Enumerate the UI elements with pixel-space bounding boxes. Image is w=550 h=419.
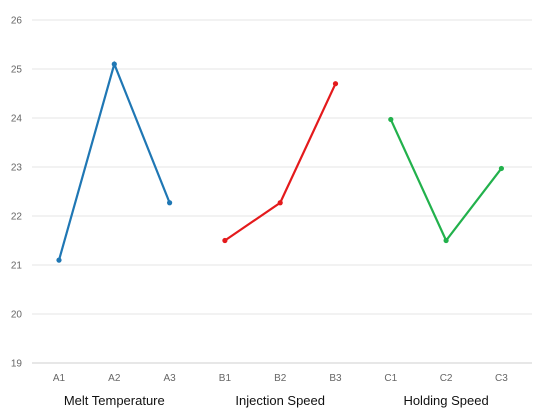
y-tick-label: 20 — [11, 310, 23, 321]
x-tick-label: C3 — [495, 373, 508, 384]
series-line — [224, 83, 337, 242]
data-point — [222, 237, 228, 244]
series-line — [389, 119, 503, 243]
x-axis: A1 A2 A3 B1 B2 B3 C1 C2 C3 — [53, 373, 508, 384]
group-label: Injection Speed — [235, 393, 325, 408]
series-line — [57, 60, 171, 261]
series-lines — [56, 60, 504, 263]
y-tick-label: 23 — [11, 163, 23, 174]
group-label: Melt Temperature — [64, 393, 165, 408]
data-point — [498, 165, 504, 172]
x-tick-label: A2 — [108, 373, 121, 384]
y-tick-label: 26 — [11, 16, 23, 27]
y-tick-label: 25 — [11, 65, 23, 76]
y-tick-label: 19 — [11, 359, 23, 370]
data-point — [56, 257, 62, 263]
data-point — [167, 200, 173, 206]
x-tick-label: C2 — [440, 373, 453, 384]
x-tick-label: C1 — [384, 373, 397, 384]
data-point — [443, 237, 449, 244]
y-tick-label: 22 — [11, 212, 23, 223]
group-labels: Melt Temperature Injection Speed Holding S… — [64, 393, 489, 408]
x-tick-label: B3 — [329, 373, 342, 384]
data-point — [388, 116, 394, 123]
group-label: Holding Speed — [403, 393, 488, 408]
x-tick-label: B1 — [219, 373, 232, 384]
grid-lines — [32, 19, 532, 364]
data-point — [277, 200, 283, 206]
data-point — [332, 81, 339, 87]
x-tick-label: A1 — [53, 373, 66, 384]
y-axis: 19 20 21 22 23 24 25 26 — [11, 16, 23, 370]
data-point — [111, 61, 117, 67]
x-tick-label: B2 — [274, 373, 287, 384]
x-tick-label: A3 — [163, 373, 176, 384]
y-tick-label: 24 — [11, 114, 23, 125]
y-tick-label: 21 — [11, 261, 23, 272]
